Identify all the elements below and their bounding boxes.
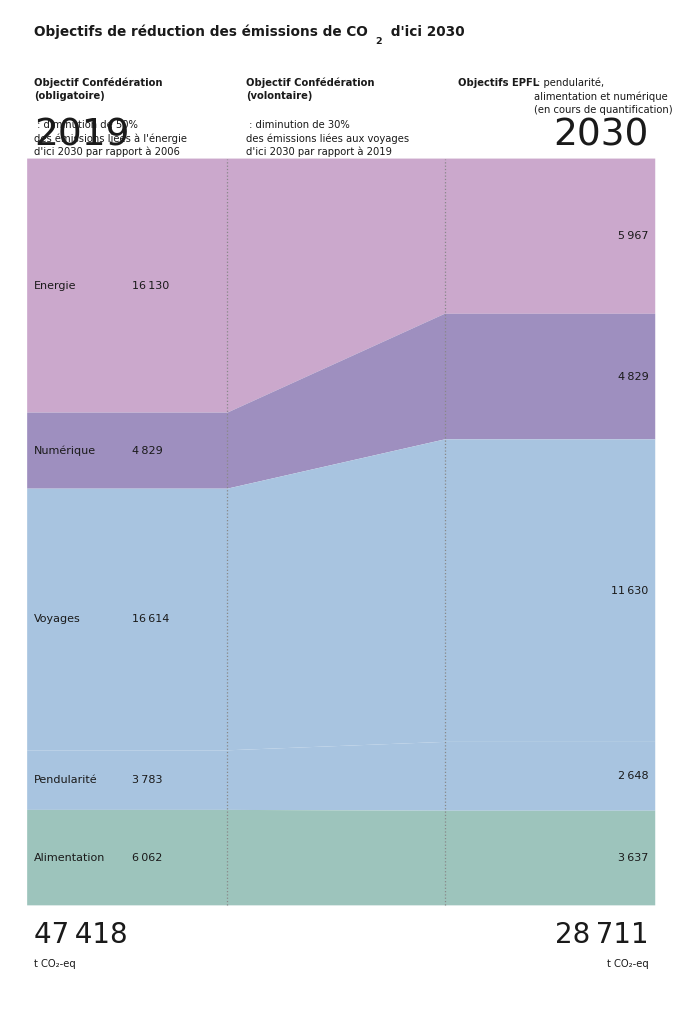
Text: Alimentation: Alimentation	[34, 852, 105, 862]
Polygon shape	[27, 742, 655, 811]
Text: 16 130: 16 130	[132, 280, 170, 291]
Text: Voyages: Voyages	[34, 615, 81, 624]
Text: 2019: 2019	[34, 118, 130, 153]
Text: Numérique: Numérique	[34, 445, 96, 456]
Text: t CO₂-eq: t CO₂-eq	[34, 959, 75, 969]
Text: Objectifs de réduction des émissions de CO: Objectifs de réduction des émissions de …	[34, 25, 368, 39]
Polygon shape	[27, 314, 655, 489]
Polygon shape	[27, 810, 655, 905]
Text: 4 829: 4 829	[618, 371, 648, 382]
Text: 5 967: 5 967	[618, 231, 648, 241]
Text: 2030: 2030	[553, 118, 648, 153]
Polygon shape	[27, 439, 655, 750]
Text: 28 711: 28 711	[555, 921, 648, 948]
Text: Objectifs EPFL: Objectifs EPFL	[458, 78, 538, 88]
Text: 16 614: 16 614	[132, 615, 170, 624]
Text: : pendularité,
alimentation et numérique
(en cours de quantification): : pendularité, alimentation et numérique…	[534, 78, 673, 116]
Text: : diminution de 50%
des émissions liées à l'énergie
d'ici 2030 par rapport à 200: : diminution de 50% des émissions liées …	[34, 120, 187, 158]
Text: Objectif Confédération
(volontaire): Objectif Confédération (volontaire)	[246, 78, 374, 101]
Polygon shape	[27, 159, 655, 412]
Text: 2 648: 2 648	[618, 771, 648, 782]
Text: 47 418: 47 418	[34, 921, 128, 948]
Text: 2: 2	[375, 37, 382, 46]
Text: 6 062: 6 062	[132, 852, 163, 862]
Text: 3 637: 3 637	[618, 853, 648, 863]
Text: 11 630: 11 630	[611, 585, 648, 595]
Text: Energie: Energie	[34, 280, 77, 291]
Text: Objectif Confédération
(obligatoire): Objectif Confédération (obligatoire)	[34, 78, 162, 101]
Text: Pendularité: Pendularité	[34, 775, 98, 785]
Text: d'ici 2030: d'ici 2030	[386, 25, 464, 39]
Text: t CO₂-eq: t CO₂-eq	[607, 959, 648, 969]
Text: 3 783: 3 783	[132, 775, 163, 785]
Text: : diminution de 30%
des émissions liées aux voyages
d'ici 2030 par rapport à 201: : diminution de 30% des émissions liées …	[246, 120, 409, 158]
Text: 4 829: 4 829	[132, 446, 163, 455]
